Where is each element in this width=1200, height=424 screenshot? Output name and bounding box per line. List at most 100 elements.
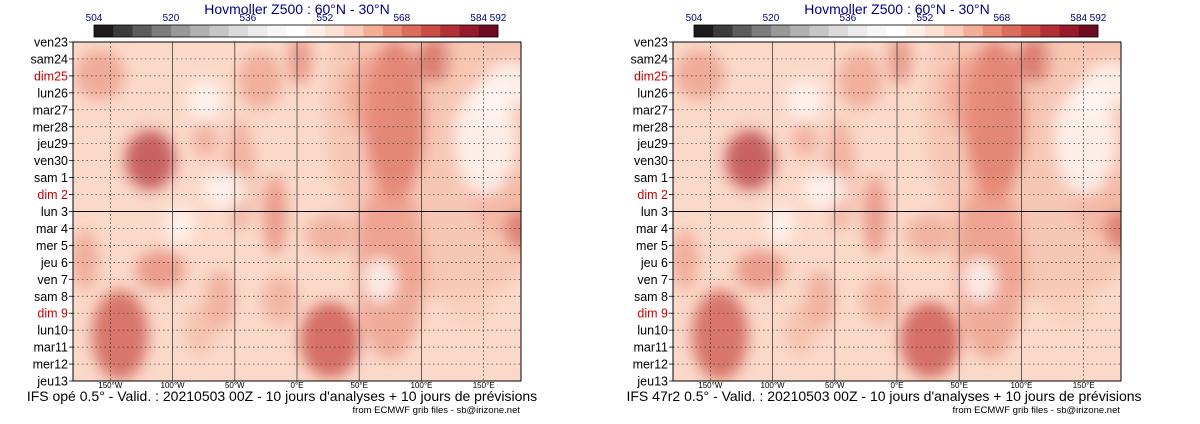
z500-anomaly-blob: [1045, 265, 1095, 325]
z500-anomaly-blob: [735, 250, 785, 290]
colorbar-swatch: [344, 25, 364, 37]
colorbar-swatch: [809, 25, 829, 37]
z500-anomaly-blob: [263, 175, 287, 255]
y-date-label: dim 2: [637, 188, 668, 202]
z500-low-blob: [964, 258, 996, 302]
colorbar-swatch: [1021, 25, 1041, 37]
x-lon-label: 150°E: [473, 381, 495, 390]
x-lon-label: 150°E: [1073, 381, 1095, 390]
colorbar-swatch: [963, 25, 983, 37]
z500-low-blob: [803, 172, 847, 208]
colorbar-tick-label: 536: [840, 13, 857, 24]
chart-title: Hovmoller Z500 : 60°N - 30°N: [204, 1, 390, 17]
hovmoller-panel-47r2: Hovmoller Z500 : 60°N - 30°N 504 520 536 55…: [600, 0, 1200, 424]
colorbar-swatch: [113, 25, 133, 37]
colorbar-swatch: [190, 25, 210, 37]
y-date-label: mar 4: [636, 222, 668, 236]
z500-anomaly-blob: [300, 302, 360, 378]
y-date-label: mar11: [633, 341, 668, 355]
colorbar-swatch: [713, 25, 733, 37]
z500-anomaly-blob: [805, 270, 835, 330]
colorbar-swatch: [286, 25, 306, 37]
z500-low-blob: [187, 80, 223, 120]
z500-anomaly-blob: [262, 275, 298, 325]
colorbar-swatch: [228, 25, 249, 37]
y-date-label: ven 7: [637, 273, 668, 287]
colorbar-tick-label: 536: [240, 13, 257, 24]
y-date-label: sam 1: [634, 171, 668, 185]
x-lon-label: 50°E: [351, 381, 368, 390]
y-date-label: mer28: [633, 120, 668, 134]
y-date-label: jeu13: [36, 375, 68, 389]
colorbar-frame: [93, 24, 499, 38]
x-lon-label: 0°E: [891, 381, 904, 390]
z500-anomaly-blob: [135, 250, 185, 290]
y-date-label: mar27: [633, 103, 668, 117]
y-date-label: ven 7: [37, 273, 68, 287]
z500-anomaly-blob: [75, 50, 125, 100]
y-date-label: sam 8: [34, 290, 68, 304]
x-lon-label: 50°W: [825, 381, 845, 390]
colorbar-swatch: [694, 25, 714, 37]
plot-frame: [72, 41, 522, 382]
y-date-label: ven30: [634, 154, 668, 168]
hovmoller-chart-47r2: Hovmoller Z500 : 60°N - 30°N 504 520 536 55…: [626, 1, 1141, 416]
colorbar-swatch: [132, 25, 153, 37]
y-date-label: lun26: [637, 86, 668, 100]
colorbar-swatch: [363, 25, 383, 37]
z500-anomaly-blob: [673, 230, 699, 290]
colorbar-swatch: [770, 25, 791, 37]
y-date-label: sam 1: [34, 171, 68, 185]
z500-anomaly-blob: [73, 230, 99, 290]
colorbar-tick-label: 520: [163, 13, 180, 24]
z500-anomaly-blob: [838, 52, 882, 108]
y-date-label: mar27: [33, 103, 68, 117]
z500-anomaly-blob: [905, 215, 955, 255]
colorbar-tick-label: 592: [490, 13, 507, 24]
y-date-label: ven23: [34, 36, 68, 50]
colorbar-swatch: [324, 25, 345, 37]
y-date-label: mer 5: [636, 239, 668, 253]
z500-low-blob: [475, 80, 505, 120]
y-date-label: jeu 6: [640, 256, 668, 270]
y-date-label: jeu29: [636, 137, 668, 151]
z500-anomaly-blob: [863, 175, 887, 255]
x-lon-label: 150°W: [698, 381, 723, 390]
colorbar-swatch: [151, 25, 172, 37]
z500-anomaly-blob: [92, 290, 148, 380]
z500-anomaly-blob: [793, 122, 817, 158]
z500-anomaly-blob: [675, 50, 725, 100]
chart-caption: IFS 47r2 0.5° - Valid. : 20210503 00Z - …: [626, 388, 1141, 404]
colorbar-swatch: [478, 25, 499, 37]
colorbar-tick-label: 592: [1090, 13, 1107, 24]
chart-title: Hovmoller Z500 : 60°N - 30°N: [804, 1, 990, 17]
colorbar-swatch: [790, 25, 810, 37]
colorbar-swatch: [751, 25, 772, 37]
colorbar-tick-label: 552: [317, 13, 334, 24]
colorbar-swatch: [267, 25, 287, 37]
colorbar-swatch: [886, 25, 906, 37]
y-date-label: jeu 6: [40, 256, 68, 270]
y-date-label: mar 4: [36, 222, 68, 236]
z500-anomaly-blob: [238, 52, 282, 108]
colorbar-swatch: [732, 25, 753, 37]
y-date-label: mer28: [33, 120, 68, 134]
colorbar-swatch: [905, 25, 926, 37]
x-lon-label: 100°W: [761, 381, 786, 390]
z500-low-blob: [766, 207, 794, 243]
colorbar-swatch: [847, 25, 868, 37]
z500-anomaly-blob: [288, 42, 312, 85]
colorbar-tick-label: 584: [470, 13, 487, 24]
colorbar-swatch: [459, 25, 480, 37]
z500-anomaly-blob: [1105, 210, 1121, 250]
colorbar-swatch: [924, 25, 945, 37]
colorbar-swatch: [209, 25, 229, 37]
hovmoller-panel-ope: Hovmoller Z500 : 60°N - 30°N 504 520 536 55…: [27, 1, 537, 416]
colorbar-tick-label: 568: [393, 13, 410, 24]
z500-low-blob: [166, 207, 194, 243]
y-date-label: lun 3: [641, 205, 668, 219]
z500-low-blob: [787, 80, 823, 120]
colorbar-swatch: [401, 25, 422, 37]
colorbar-swatch: [247, 25, 268, 37]
z500-anomaly-blob: [692, 290, 748, 380]
